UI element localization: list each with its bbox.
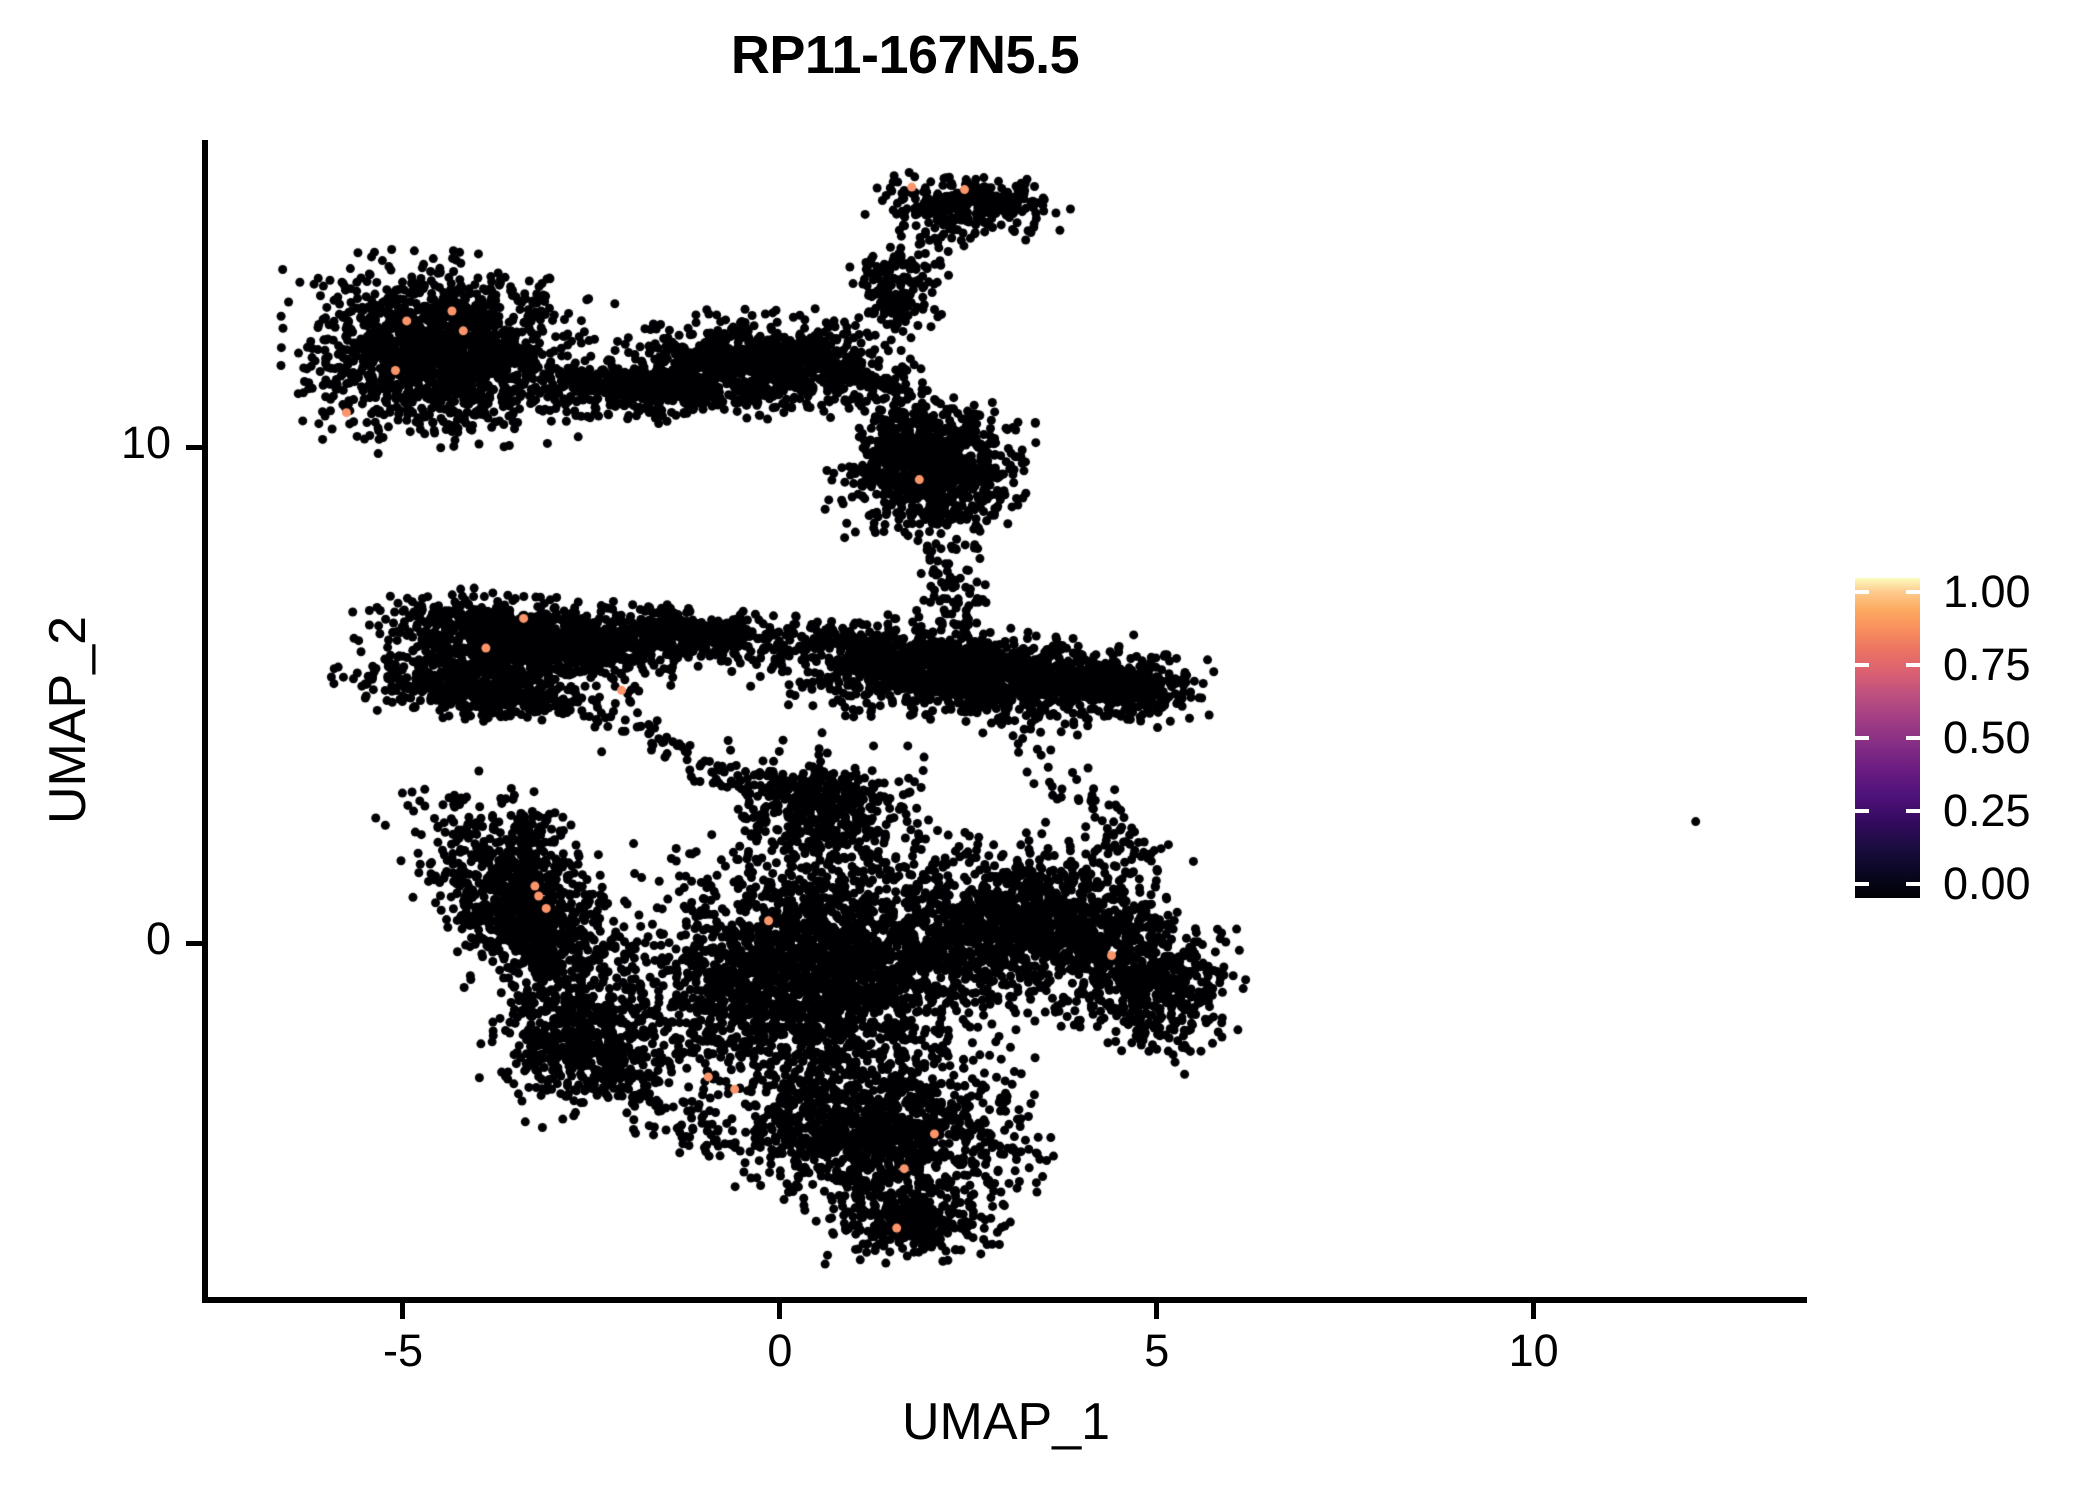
x-tick-label: 0: [767, 1325, 793, 1376]
x-axis-title: UMAP_1: [901, 1393, 1111, 1451]
colorbar-tick-mark: [1906, 882, 1920, 886]
x-tick-mark: [400, 1303, 406, 1319]
x-tick-mark: [1531, 1303, 1537, 1319]
colorbar-tick-mark: [1906, 590, 1920, 594]
x-tick-label: -5: [382, 1325, 423, 1376]
colorbar-tick-mark: [1855, 736, 1869, 740]
y-tick-label: 10: [120, 417, 171, 469]
colorbar-tick-mark: [1906, 809, 1920, 813]
x-tick-label: 5: [1144, 1325, 1170, 1376]
color-legend: 1.00 0.75 0.50 0.25 0.00: [1855, 566, 2085, 909]
colorbar-tick-label: 0.00: [1943, 858, 2031, 909]
y-tick-mark: [186, 940, 202, 946]
x-tick-mark: [1154, 1303, 1160, 1319]
colorbar-tick-mark: [1855, 809, 1869, 813]
colorbar-tick-mark: [1906, 663, 1920, 667]
x-axis-line: [202, 1297, 1807, 1303]
colorbar-tick-mark: [1855, 663, 1869, 667]
colorbar-tick-label: 1.00: [1943, 566, 2031, 617]
colorbar-tick-label: 0.75: [1943, 639, 2031, 690]
colorbar-tick-mark: [1855, 590, 1869, 594]
colorbar-tick-label: 0.50: [1943, 712, 2031, 763]
plot-panel: [207, 140, 1805, 1300]
scatter-points-canvas: [207, 140, 1805, 1300]
x-tick-mark: [777, 1303, 783, 1319]
y-tick-label: 0: [145, 913, 171, 965]
y-tick-mark: [186, 444, 202, 450]
colorbar-tick-mark: [1855, 882, 1869, 886]
colorbar-tick-label: 0.25: [1943, 785, 2031, 836]
colorbar-tick-mark: [1906, 736, 1920, 740]
y-axis-title: UMAP_2: [39, 615, 97, 825]
x-tick-label: 10: [1508, 1325, 1559, 1376]
y-axis-line: [202, 140, 208, 1303]
page-title: RP11-167N5.5: [730, 25, 1080, 85]
